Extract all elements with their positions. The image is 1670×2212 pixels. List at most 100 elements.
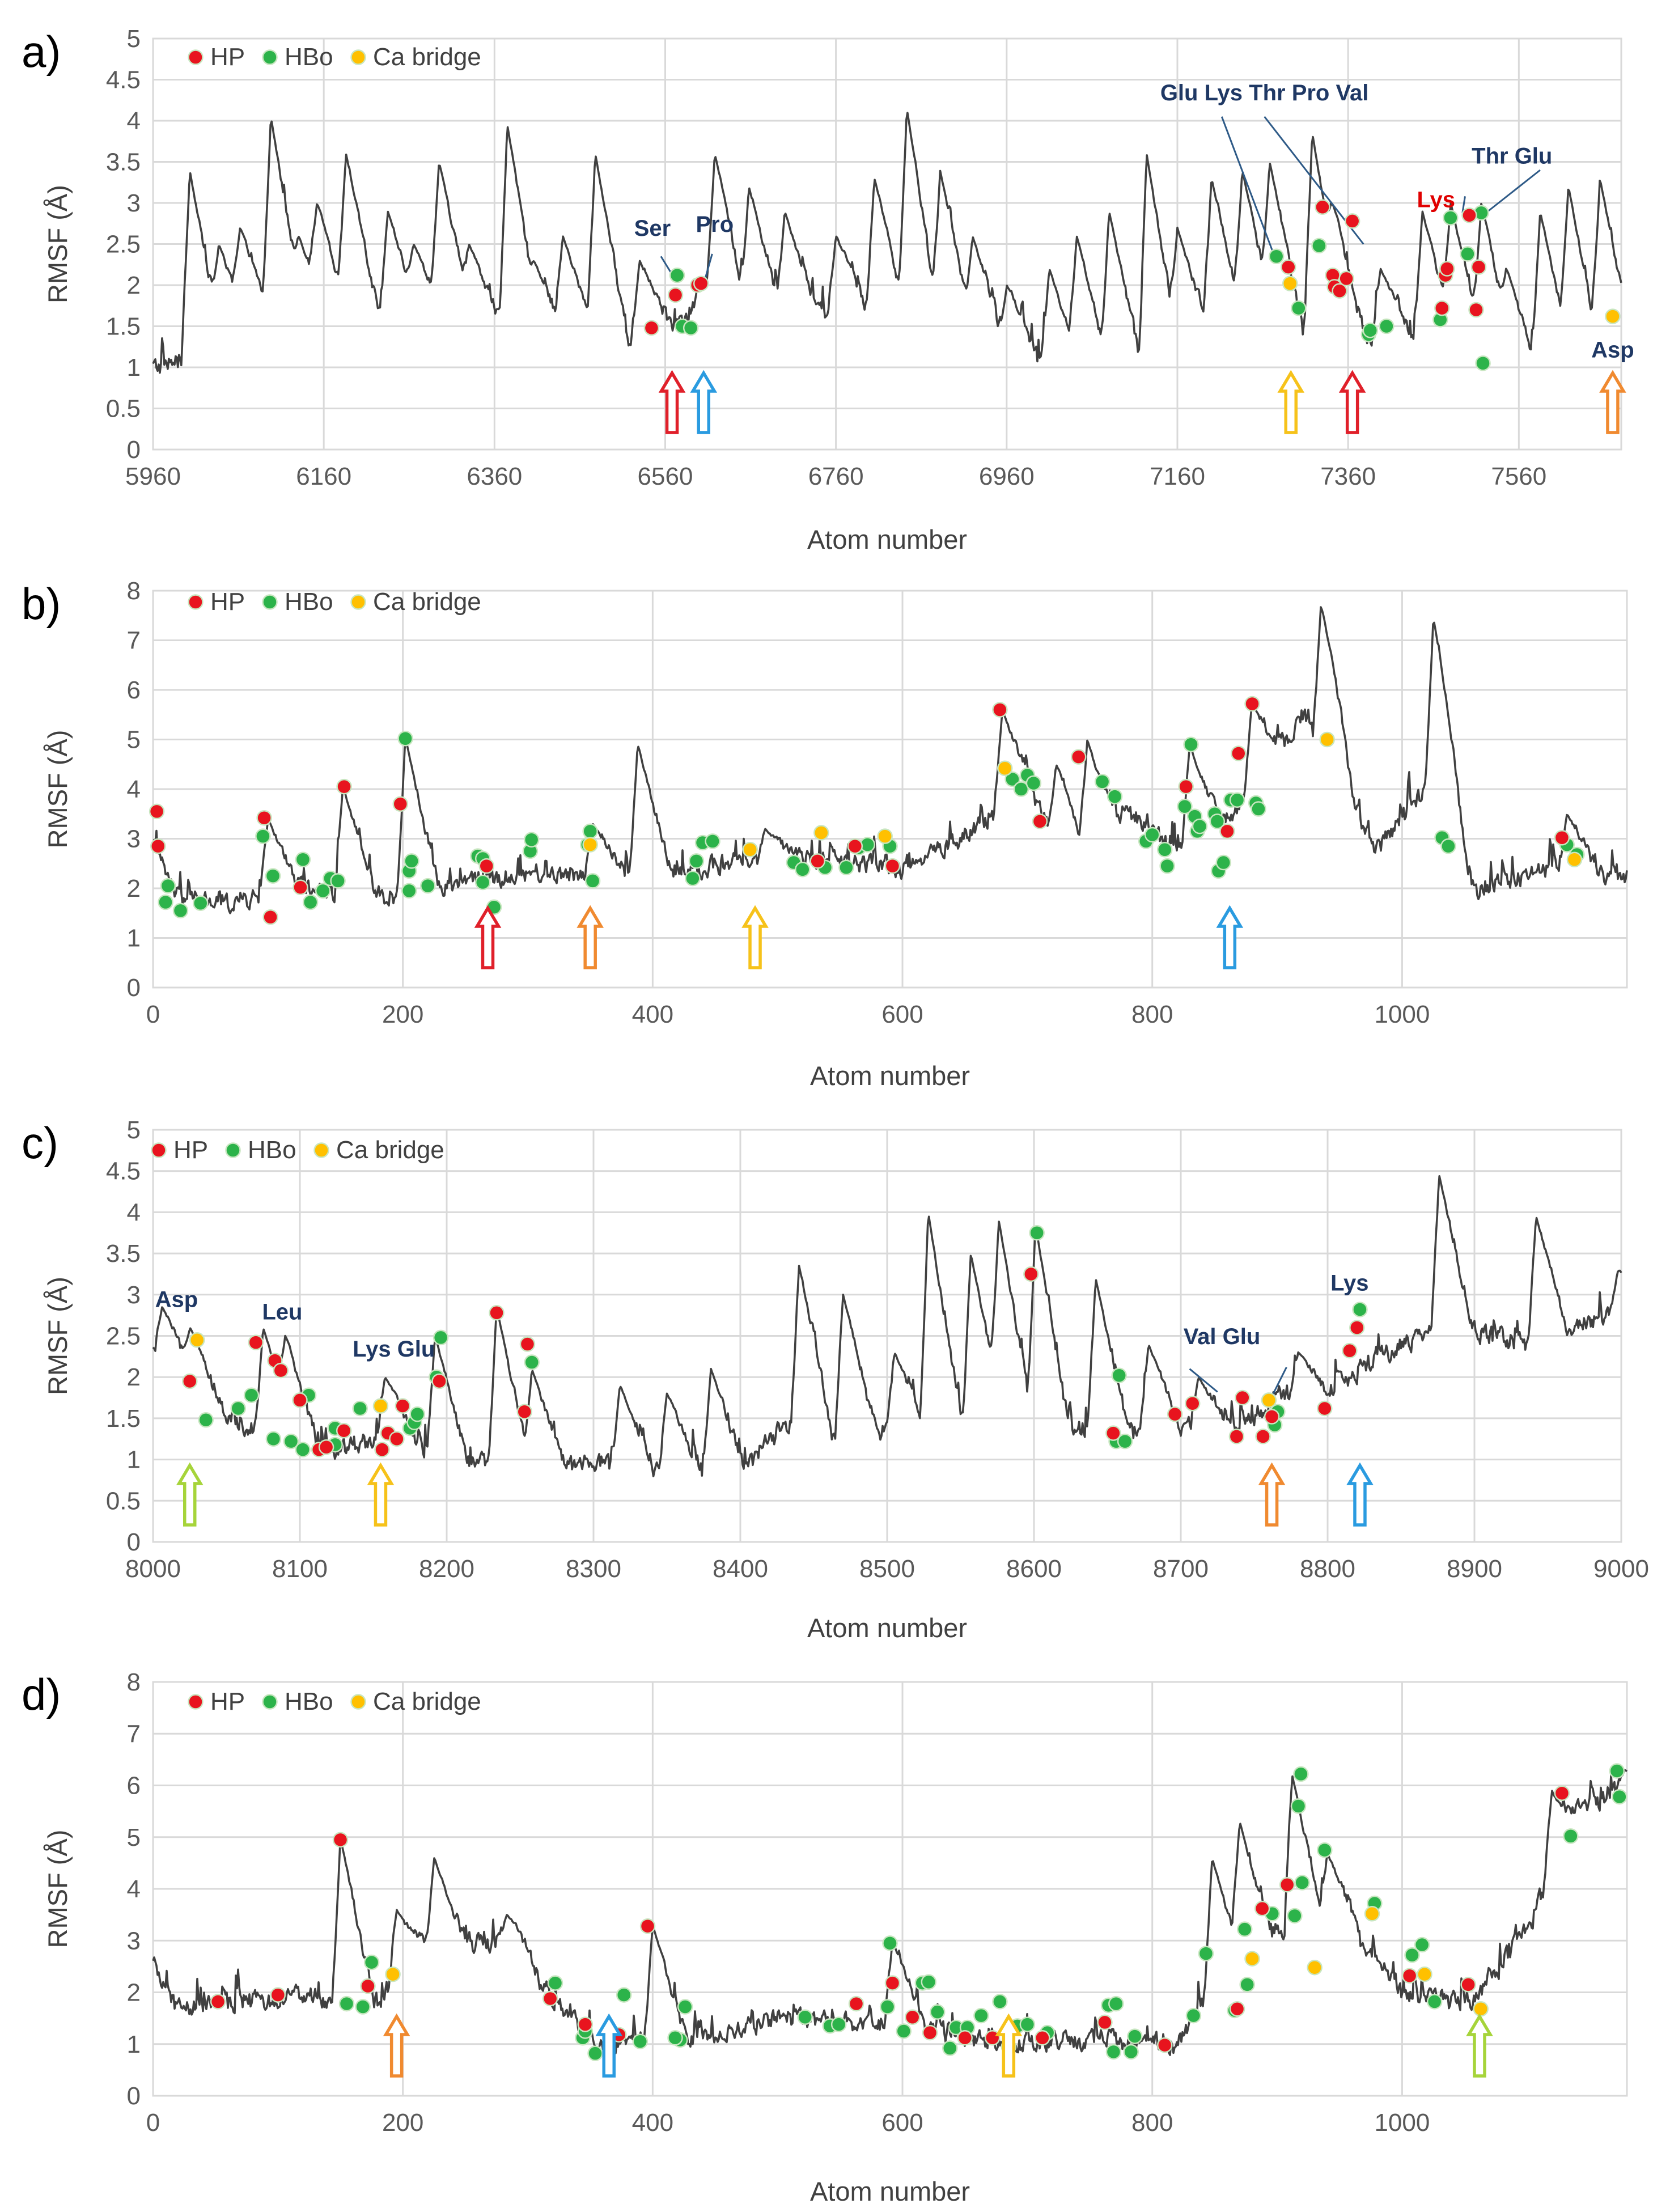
marker-hbo [1229, 792, 1245, 808]
marker-hp [1178, 778, 1194, 795]
marker-hbo [669, 267, 685, 283]
x-axis-title: Atom number [810, 1061, 970, 1091]
marker-hbo [632, 2033, 648, 2049]
marker-hp [292, 1392, 308, 1408]
marker-hbo [1198, 1946, 1214, 1961]
marker-hbo [1460, 246, 1476, 262]
marker-hp [150, 838, 166, 854]
marker-hp [1461, 207, 1477, 223]
marker-hbo [587, 2045, 603, 2061]
marker-hp [1434, 300, 1450, 316]
marker-hbo [1352, 1302, 1368, 1317]
x-tick-label: 600 [881, 1001, 923, 1028]
x-axis-title: Atom number [810, 2176, 970, 2206]
x-tick-label: 8300 [566, 1555, 621, 1583]
x-tick-label: 8100 [272, 1555, 328, 1583]
marker-hp [1230, 745, 1247, 761]
marker-hbo [1105, 2044, 1122, 2060]
y-tick-label: 3 [127, 1927, 141, 1955]
marker-hp [1184, 1395, 1201, 1412]
marker-hbo [677, 1999, 693, 2015]
plot-area [152, 37, 1622, 451]
marker-ca-bridge [1417, 1966, 1432, 1982]
marker-hp [1460, 1977, 1476, 1993]
y-tick-label: 1 [127, 2031, 141, 2058]
marker-hp [1228, 1429, 1245, 1444]
marker-hp [1342, 1342, 1358, 1359]
marker-hbo [688, 853, 705, 869]
marker-ca-bridge [1605, 308, 1621, 324]
marker-hp [1235, 1389, 1251, 1406]
marker-ca-bridge [372, 1398, 389, 1414]
marker-ca-bridge [1473, 2001, 1489, 2017]
marker-hbo [1291, 300, 1307, 316]
legend-label: Ca bridge [373, 1688, 481, 1715]
y-axis-title: RMSF (Å) [43, 1830, 73, 1948]
y-tick-label: 3.5 [106, 1240, 141, 1268]
pointer-arrow-orange [383, 2013, 410, 2078]
marker-hp [431, 1373, 447, 1389]
marker-hbo [433, 1329, 449, 1346]
y-tick-label: 4.5 [106, 66, 141, 94]
legend-label: HBo [285, 588, 333, 616]
x-tick-label: 600 [881, 2109, 923, 2137]
marker-hp [992, 702, 1008, 718]
marker-hbo [616, 1987, 632, 2003]
y-tick-label: 4 [127, 1198, 141, 1226]
x-tick-label: 400 [632, 1001, 673, 1028]
x-tick-label: 8900 [1447, 1555, 1502, 1583]
legend-marker [350, 594, 366, 610]
marker-ca-bridge [189, 1332, 205, 1348]
residue-label: Asp [155, 1287, 198, 1312]
annotation-leader [1220, 116, 1274, 253]
marker-hp [884, 858, 901, 874]
legend-label: Ca bridge [336, 1136, 444, 1164]
marker-hp [519, 1336, 536, 1352]
pointer-arrow-orange [1599, 370, 1626, 434]
marker-hbo [315, 883, 331, 899]
x-tick-label: 200 [382, 1001, 423, 1028]
marker-ca-bridge [582, 837, 598, 853]
marker-hbo [882, 1935, 898, 1951]
rmsf-line [152, 1175, 1622, 1477]
marker-hbo [1013, 781, 1029, 797]
marker-hbo [1094, 774, 1110, 790]
x-tick-label: 7560 [1491, 463, 1546, 490]
y-tick-label: 3 [127, 825, 141, 853]
marker-hp [667, 287, 684, 303]
pointer-arrow-lime [1466, 2013, 1493, 2078]
marker-ca-bridge [1282, 276, 1298, 291]
marker-hbo [838, 859, 854, 875]
y-tick-label: 2 [127, 272, 141, 299]
legend-label: HBo [248, 1136, 296, 1164]
y-tick-label: 0 [127, 2082, 141, 2110]
marker-hbo [1025, 775, 1042, 791]
marker-hp [922, 2024, 938, 2041]
marker-hp [1070, 749, 1087, 765]
marker-hp [847, 838, 863, 854]
legend-marker [225, 1142, 241, 1158]
marker-hbo [1215, 854, 1232, 871]
marker-hbo [1612, 1789, 1627, 1805]
marker-hbo [230, 1400, 246, 1417]
x-tick-label: 1000 [1374, 2109, 1430, 2137]
x-tick-label: 6560 [638, 463, 693, 490]
marker-hp [1255, 1429, 1271, 1444]
y-tick-label: 1 [127, 925, 141, 952]
marker-ca-bridge [1364, 1906, 1380, 1922]
x-tick-label: 8400 [713, 1555, 768, 1583]
marker-hp [1401, 1968, 1418, 1984]
marker-hp [1219, 823, 1235, 840]
x-tick-label: 8200 [419, 1555, 474, 1583]
marker-hbo [830, 2016, 847, 2032]
panel-letter: b) [22, 579, 61, 629]
marker-hp [1254, 1900, 1270, 1917]
marker-hp [210, 1994, 226, 2010]
marker-hbo [1123, 2044, 1139, 2060]
marker-hp [809, 853, 825, 869]
marker-hbo [1404, 1947, 1420, 1963]
legend-marker [188, 1694, 204, 1710]
x-tick-label: 6360 [467, 463, 522, 490]
x-tick-label: 5960 [125, 463, 181, 490]
marker-hbo [283, 1433, 299, 1450]
